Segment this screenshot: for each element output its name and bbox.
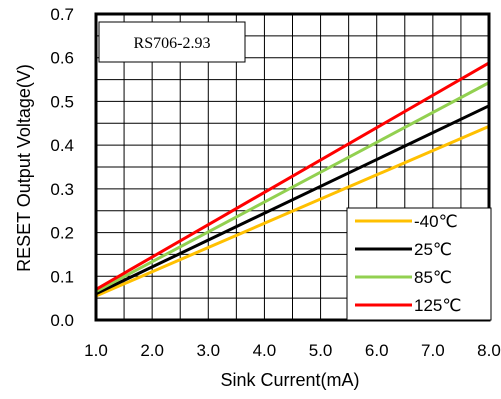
series-line [95,124,490,298]
x-tick-label: 1.0 [84,341,108,360]
legend-label: 85℃ [414,268,452,287]
x-tick-label: 6.0 [365,341,389,360]
y-tick-label: 0.7 [50,5,74,24]
x-tick-label: 5.0 [309,341,333,360]
legend-label: 125℃ [414,296,461,315]
x-tick-label: 7.0 [421,341,445,360]
y-tick-label: 0.6 [50,49,74,68]
series-line [95,104,490,296]
x-axis-ticks: 1.0 2.0 3.0 4.0 5.0 6.0 7.0 8.0 [84,341,501,360]
x-tick-label: 3.0 [196,341,220,360]
series-line [95,81,490,293]
legend-frame [346,207,492,321]
y-axis-ticks: 0.0 0.1 0.2 0.3 0.4 0.5 0.6 0.7 [50,5,74,330]
y-tick-label: 0.3 [50,180,74,199]
x-axis-title: Sink Current(mA) [220,370,359,390]
legend-label: 25℃ [414,240,452,259]
annotation-box: RS706-2.93 [98,21,246,63]
x-tick-label: 4.0 [253,341,277,360]
y-tick-label: 0.2 [50,224,74,243]
y-tick-label: 0.0 [50,311,74,330]
annotation-frame [98,21,246,63]
y-axis-title: RESET Output Voltage(V) [14,64,34,272]
plot-frame [94,12,491,322]
x-tick-label: 2.0 [140,341,164,360]
y-tick-label: 0.5 [50,92,74,111]
legend: -40℃ 25℃ 85℃ 125℃ [346,207,492,321]
y-tick-label: 0.1 [50,267,74,286]
series-line [95,61,490,291]
y-tick-label: 0.4 [50,136,74,155]
annotation-label: RS706-2.93 [134,35,211,52]
legend-label: -40℃ [414,212,458,231]
series-lines [95,61,490,298]
x-tick-label: 8.0 [477,341,501,360]
